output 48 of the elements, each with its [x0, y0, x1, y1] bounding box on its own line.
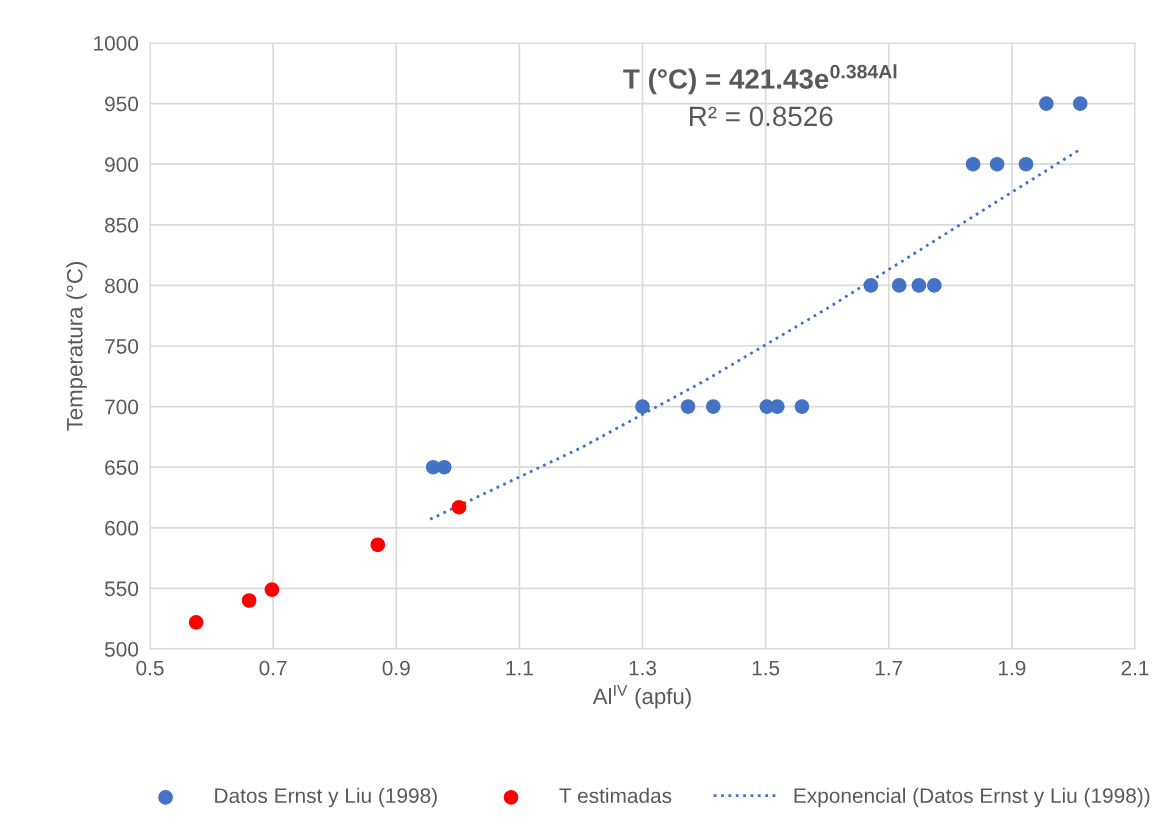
y-tick-label: 650 — [105, 460, 139, 475]
y-tick-label: 900 — [105, 157, 139, 172]
x-tick-label: 1.9 — [998, 660, 1026, 676]
point — [706, 399, 721, 414]
y-tick-label: 550 — [104, 581, 139, 597]
legend-label: Datos Ernst y Liu (1998) — [215, 787, 437, 808]
y-tick-label: 800 — [105, 278, 139, 294]
y-tick-label: 750 — [105, 339, 139, 354]
y-tick-label: 500 — [104, 642, 139, 657]
point — [436, 459, 452, 475]
point — [1018, 156, 1034, 172]
y-tick-label: 600 — [105, 520, 139, 536]
point — [965, 156, 981, 172]
x-tick-label: 1.1 — [506, 660, 533, 676]
y-tick-label: 1000 — [94, 36, 139, 51]
point — [264, 582, 280, 597]
point — [451, 499, 467, 515]
point — [680, 399, 696, 414]
x-tick-label: 1.3 — [629, 660, 657, 676]
point — [911, 278, 927, 293]
point — [863, 278, 879, 293]
point — [891, 278, 907, 293]
point — [927, 278, 942, 293]
x-tick-label: 1.7 — [875, 660, 903, 676]
y-tick-label: 950 — [105, 96, 139, 112]
legend-label: Exponencial (Datos Ernst y Liu (1998)) — [794, 787, 1150, 808]
point — [989, 156, 1005, 172]
point — [241, 593, 257, 608]
x-tick-label: 0.5 — [136, 660, 164, 676]
point — [188, 615, 204, 630]
x-tick-label: 0.7 — [259, 660, 287, 676]
line-series — [428, 148, 1081, 521]
point — [794, 399, 810, 414]
x-tick-label: 2.1 — [1121, 660, 1149, 676]
point — [635, 399, 650, 414]
x-axis-title: Al$^{IV}$ (apfu) — [592, 685, 691, 709]
point — [1072, 96, 1088, 111]
point — [770, 399, 785, 414]
x-tick-label: 1.5 — [752, 660, 780, 676]
x-tick-label: 0.9 — [382, 660, 410, 676]
point — [1039, 96, 1054, 111]
y-axis-title: Temperatura (°C) — [66, 262, 87, 431]
annotation: R² = 0.8526 — [690, 106, 833, 127]
legend-label: T estimadas — [559, 787, 672, 804]
point — [370, 537, 386, 553]
y-tick-label: 850 — [105, 217, 139, 233]
annotation: T (°C) = 421.43e$^{0.384Al}$ — [623, 64, 897, 95]
y-tick-label: 700 — [105, 399, 139, 415]
